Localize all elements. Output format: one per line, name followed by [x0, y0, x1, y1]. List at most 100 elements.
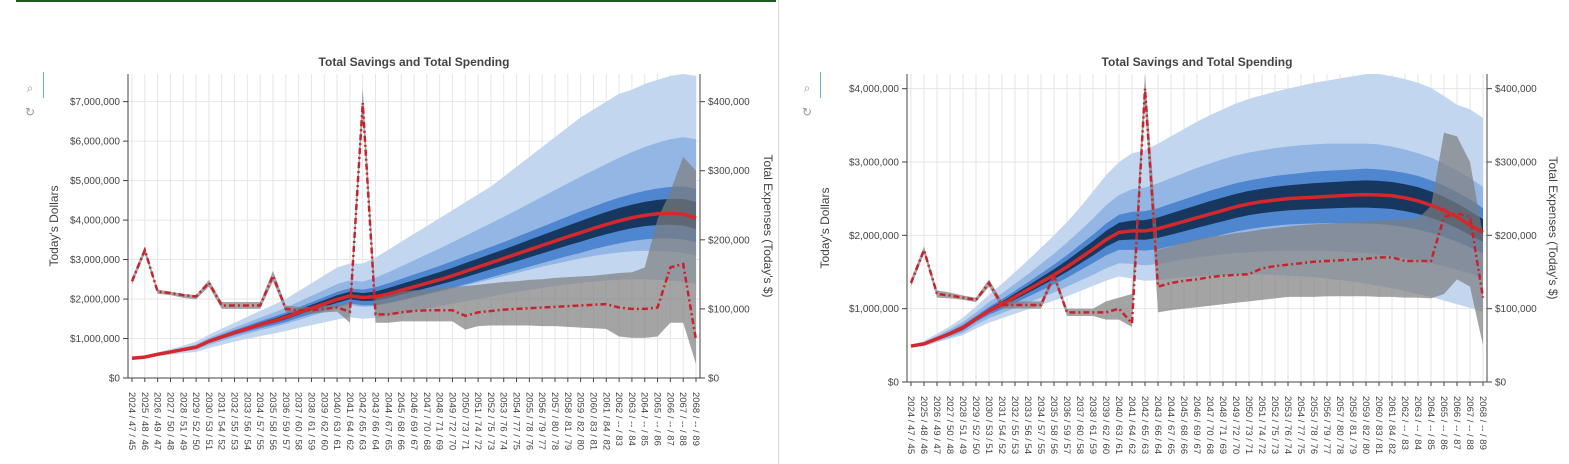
- x-tick-label: 2046 / 69 / 67: [408, 392, 419, 450]
- y2-tick-label: $300,000: [708, 166, 750, 177]
- y2-axis-label: Total Expenses (Today's $): [1546, 156, 1560, 299]
- x-tick-label: 2034 / 57 / 55: [1035, 396, 1046, 454]
- x-tick-label: 2034 / 57 / 55: [254, 392, 265, 450]
- y-tick-label: $1,000,000: [70, 334, 120, 345]
- x-tick-label: 2024 / 47 / 45: [905, 396, 916, 454]
- x-tick-label: 2064 / -- / 85: [1425, 396, 1436, 450]
- x-tick-label: 2036 / 59 / 57: [1061, 396, 1072, 454]
- x-tick-label: 2044 / 67 / 65: [1165, 396, 1176, 454]
- x-tick-label: 2029 / 52 / 50: [190, 392, 201, 450]
- spending-median-line: [909, 88, 1485, 327]
- y-tick-label: $7,000,000: [70, 97, 120, 108]
- savings-band-band3: [911, 168, 1483, 347]
- y-tick-label: $2,000,000: [849, 231, 899, 242]
- x-tick-label: 2060 / 83 / 81: [587, 392, 598, 450]
- y2-tick-label: $0: [708, 374, 720, 385]
- x-tick-label: 2058 / 81 / 79: [1347, 396, 1358, 454]
- y2-tick-label: $100,000: [1495, 304, 1537, 315]
- chart-title: Total Savings and Total Spending: [1102, 55, 1293, 69]
- x-tick-label: 2050 / 73 / 71: [459, 392, 470, 450]
- x-tick-label: 2030 / 53 / 51: [203, 392, 214, 450]
- savings-band-band3: [132, 186, 696, 359]
- y-tick-label: $3,000,000: [849, 158, 899, 169]
- x-tick-label: 2057 / 80 / 78: [1334, 396, 1345, 454]
- x-tick-label: 2067 / -- / 88: [1464, 396, 1475, 450]
- x-tick-label: 2056 / 79 / 77: [1321, 396, 1332, 454]
- spending-median-line: [130, 102, 698, 341]
- panel-top-border: [16, 0, 776, 2]
- x-tick-label: 2066 / -- / 87: [664, 392, 675, 446]
- x-tick-label: 2064 / -- / 85: [639, 392, 650, 446]
- x-tick-label: 2063 / -- / 84: [626, 392, 637, 446]
- x-tick-label: 2025 / 48 / 46: [139, 392, 150, 450]
- y-tick-label: $2,000,000: [70, 295, 120, 306]
- x-tick-label: 2038 / 61 / 59: [1087, 396, 1098, 454]
- x-tick-label: 2039 / 62 / 60: [318, 392, 329, 450]
- x-tick-label: 2037 / 60 / 58: [1074, 396, 1085, 454]
- toolbar-active-indicator: [820, 72, 821, 98]
- savings-spending-chart-right: $0 $1,000,000 $2,000,000 $3,000,000 $4,000,0…: [818, 55, 1560, 454]
- x-tick-label: 2033 / 56 / 54: [1022, 396, 1033, 454]
- x-tick-label: 2036 / 59 / 57: [280, 392, 291, 450]
- x-tick-label: 2054 / 77 / 75: [511, 392, 522, 450]
- x-tick-label: 2041 / 64 / 62: [1126, 396, 1137, 454]
- x-tick-label: 2039 / 62 / 60: [1100, 396, 1111, 454]
- x-tick-label: 2068 / -- / 89: [1477, 396, 1488, 450]
- y-axis-label: Today's Dollars: [818, 188, 832, 269]
- x-tick-label: 2053 / 76 / 74: [498, 392, 509, 450]
- x-tick-label: 2053 / 76 / 74: [1282, 396, 1293, 454]
- x-tick-label: 2040 / 63 / 61: [331, 392, 342, 450]
- x-tick-label: 2047 / 70 / 68: [421, 392, 432, 450]
- y2-tick-label: $400,000: [1495, 84, 1537, 95]
- x-tick-label: 2056 / 79 / 77: [536, 392, 547, 450]
- x-tick-label: 2060 / 83 / 81: [1373, 396, 1384, 454]
- x-tick-label: 2050 / 73 / 71: [1243, 396, 1254, 454]
- x-tick-label: 2061 / 84 / 82: [600, 392, 611, 450]
- x-tick-label: 2041 / 64 / 62: [344, 392, 355, 450]
- y-tick-label: $1,000,000: [849, 304, 899, 315]
- x-tick-label: 2037 / 60 / 58: [293, 392, 304, 450]
- x-tick-label: 2032 / 55 / 53: [229, 392, 240, 450]
- y2-tick-label: $0: [1495, 378, 1507, 389]
- chart-toolbar-left: ⌕ ↻: [22, 72, 44, 122]
- x-tick-label: 2062 / -- / 83: [613, 392, 624, 446]
- x-tick-label: 2048 / 71 / 69: [434, 392, 445, 450]
- x-tick-label: 2043 / 66 / 64: [370, 392, 381, 450]
- x-tick-label: 2040 / 63 / 61: [1113, 396, 1124, 454]
- savings-median-line: [131, 211, 697, 361]
- x-tick-label: 2035 / 58 / 56: [1048, 396, 1059, 454]
- x-tick-label: 2063 / -- / 84: [1412, 396, 1423, 450]
- savings-band-band2: [132, 137, 696, 359]
- chart-panel-left: ⌕ ↻ $0 $1,000,000 $2,000,000 $3,000,000 $4,0…: [0, 0, 779, 464]
- spending-band-group: [132, 87, 696, 365]
- x-tick-label: 2051 / 74 / 72: [1256, 396, 1267, 454]
- y-tick-label: $0: [888, 378, 900, 389]
- x-tick-label: 2045 / 68 / 66: [395, 392, 406, 450]
- x-tick-label: 2027 / 50 / 48: [164, 392, 175, 450]
- box-zoom-icon[interactable]: ⌕: [26, 81, 34, 95]
- x-tick-label: 2043 / 66 / 64: [1152, 396, 1163, 454]
- box-zoom-icon[interactable]: ⌕: [803, 81, 811, 95]
- x-tick-label: 2033 / 56 / 54: [241, 392, 252, 450]
- x-tick-label: 2055 / 78 / 76: [523, 392, 534, 450]
- x-tick-label: 2061 / 84 / 82: [1386, 396, 1397, 454]
- x-tick-label: 2029 / 52 / 50: [970, 396, 981, 454]
- x-tick-label: 2044 / 67 / 65: [382, 392, 393, 450]
- y2-tick-label: $300,000: [1495, 158, 1537, 169]
- y-tick-label: $6,000,000: [70, 137, 120, 148]
- x-tick-label: 2052 / 75 / 73: [485, 392, 496, 450]
- x-tick-label: 2027 / 50 / 48: [944, 396, 955, 454]
- x-tick-label: 2038 / 61 / 59: [305, 392, 316, 450]
- y2-tick-label: $100,000: [708, 304, 750, 315]
- y2-tick-label: $200,000: [708, 235, 750, 246]
- x-tick-label: 2046 / 69 / 67: [1191, 396, 1202, 454]
- x-tick-label: 2051 / 74 / 72: [472, 392, 483, 450]
- reset-icon[interactable]: ↻: [801, 105, 813, 119]
- reset-icon[interactable]: ↻: [24, 105, 36, 119]
- chart-toolbar-right: ⌕ ↻: [799, 72, 821, 122]
- x-tick-label: 2049 / 72 / 70: [1230, 396, 1241, 454]
- chart-title: Total Savings and Total Spending: [319, 55, 510, 69]
- y-tick-label: $4,000,000: [70, 216, 120, 227]
- x-tick-label: 2068 / -- / 89: [690, 392, 701, 446]
- x-tick-label: 2054 / 77 / 75: [1295, 396, 1306, 454]
